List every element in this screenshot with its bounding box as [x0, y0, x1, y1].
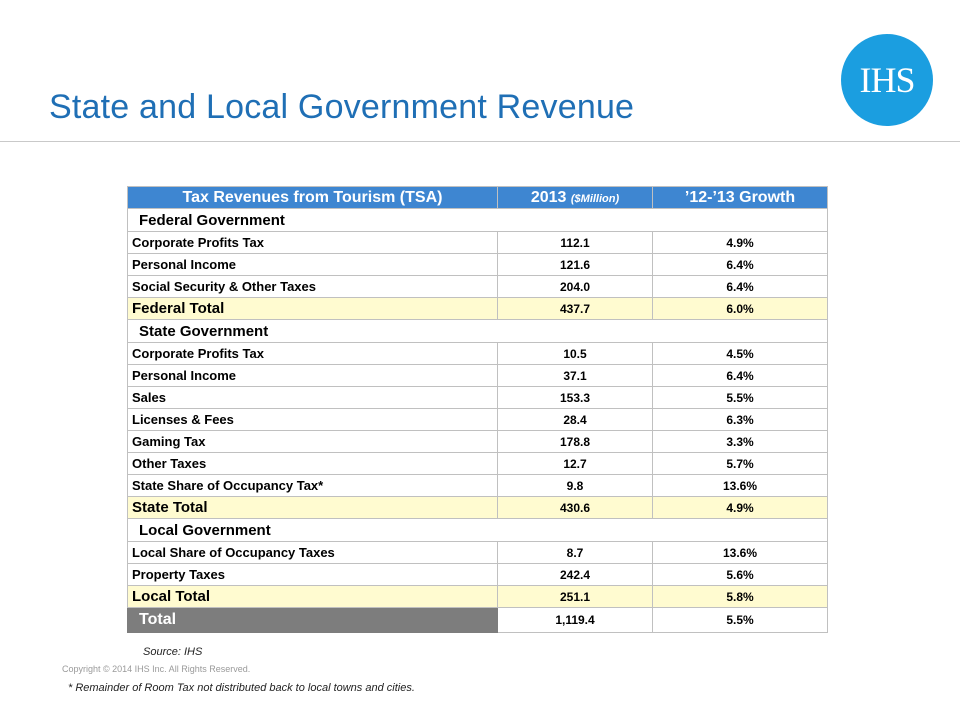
- total-growth: 5.5%: [652, 607, 828, 633]
- row-value: 242.4: [497, 563, 653, 586]
- subtotal-row-local: Local Total 251.1 5.8%: [127, 585, 828, 608]
- table-row: Licenses & Fees 28.4 6.3%: [127, 408, 828, 431]
- subtotal-value: 251.1: [497, 585, 653, 608]
- row-growth: 3.3%: [652, 430, 828, 453]
- row-value: 121.6: [497, 253, 653, 276]
- section-state: State Government: [127, 319, 828, 343]
- total-value: 1,119.4: [497, 607, 653, 633]
- grand-total-row: Total 1,119.4 5.5%: [127, 607, 828, 633]
- row-name: Social Security & Other Taxes: [127, 275, 498, 298]
- row-name: Gaming Tax: [127, 430, 498, 453]
- table-row: Personal Income 37.1 6.4%: [127, 364, 828, 387]
- section-label: Federal Government: [127, 208, 828, 232]
- row-name: State Share of Occupancy Tax*: [127, 474, 498, 497]
- header-growth: ’12-’13 Growth: [652, 186, 828, 209]
- copyright-text: Copyright © 2014 IHS Inc. All Rights Res…: [62, 664, 251, 674]
- row-value: 204.0: [497, 275, 653, 298]
- row-value: 9.8: [497, 474, 653, 497]
- table-row: Property Taxes 242.4 5.6%: [127, 563, 828, 586]
- row-value: 12.7: [497, 452, 653, 475]
- row-value: 28.4: [497, 408, 653, 431]
- row-value: 178.8: [497, 430, 653, 453]
- row-name: Corporate Profits Tax: [127, 342, 498, 365]
- row-growth: 5.7%: [652, 452, 828, 475]
- table-header-row: Tax Revenues from Tourism (TSA) 2013 ($M…: [127, 186, 828, 209]
- subtotal-growth: 6.0%: [652, 297, 828, 320]
- subtotal-value: 437.7: [497, 297, 653, 320]
- table-row: Gaming Tax 178.8 3.3%: [127, 430, 828, 453]
- source-note: Source: IHS: [143, 646, 203, 658]
- row-value: 10.5: [497, 342, 653, 365]
- row-name: Local Share of Occupancy Taxes: [127, 541, 498, 564]
- row-name: Corporate Profits Tax: [127, 231, 498, 254]
- row-growth: 6.3%: [652, 408, 828, 431]
- subtotal-growth: 5.8%: [652, 585, 828, 608]
- section-label: Local Government: [127, 518, 828, 542]
- total-name: Total: [127, 607, 498, 633]
- row-name: Personal Income: [127, 253, 498, 276]
- header-year-unit: ($Million): [570, 192, 620, 205]
- row-growth: 6.4%: [652, 275, 828, 298]
- table-row: Corporate Profits Tax 112.1 4.9%: [127, 231, 828, 254]
- logo-text: IHS: [859, 60, 915, 100]
- subtotal-row-state: State Total 430.6 4.9%: [127, 496, 828, 519]
- subtotal-name: State Total: [127, 496, 498, 519]
- subtotal-name: Federal Total: [127, 297, 498, 320]
- section-local: Local Government: [127, 518, 828, 542]
- subtotal-name: Local Total: [127, 585, 498, 608]
- row-growth: 6.4%: [652, 364, 828, 387]
- row-growth: 5.5%: [652, 386, 828, 409]
- title-divider: [0, 141, 960, 142]
- page-title: State and Local Government Revenue: [49, 88, 635, 126]
- row-growth: 4.5%: [652, 342, 828, 365]
- section-label: State Government: [127, 319, 828, 343]
- row-name: Property Taxes: [127, 563, 498, 586]
- revenue-table: Tax Revenues from Tourism (TSA) 2013 ($M…: [127, 186, 828, 633]
- subtotal-row-federal: Federal Total 437.7 6.0%: [127, 297, 828, 320]
- header-year: 2013 ($Million): [497, 186, 653, 209]
- row-growth: 5.6%: [652, 563, 828, 586]
- table-row: Personal Income 121.6 6.4%: [127, 253, 828, 276]
- ihs-logo: IHS: [841, 34, 933, 126]
- row-name: Licenses & Fees: [127, 408, 498, 431]
- row-value: 8.7: [497, 541, 653, 564]
- table-row: State Share of Occupancy Tax* 9.8 13.6%: [127, 474, 828, 497]
- table-row: Social Security & Other Taxes 204.0 6.4%: [127, 275, 828, 298]
- row-value: 153.3: [497, 386, 653, 409]
- row-growth: 13.6%: [652, 541, 828, 564]
- row-growth: 6.4%: [652, 253, 828, 276]
- section-federal: Federal Government: [127, 208, 828, 232]
- table-row: Local Share of Occupancy Taxes 8.7 13.6%: [127, 541, 828, 564]
- row-name: Personal Income: [127, 364, 498, 387]
- header-year-main: 2013: [530, 188, 567, 206]
- row-name: Sales: [127, 386, 498, 409]
- footnote-text: * Remainder of Room Tax not distributed …: [68, 682, 415, 694]
- row-growth: 13.6%: [652, 474, 828, 497]
- subtotal-growth: 4.9%: [652, 496, 828, 519]
- table-row: Corporate Profits Tax 10.5 4.5%: [127, 342, 828, 365]
- subtotal-value: 430.6: [497, 496, 653, 519]
- row-growth: 4.9%: [652, 231, 828, 254]
- row-value: 112.1: [497, 231, 653, 254]
- row-value: 37.1: [497, 364, 653, 387]
- table-row: Sales 153.3 5.5%: [127, 386, 828, 409]
- header-category: Tax Revenues from Tourism (TSA): [127, 186, 498, 209]
- table-row: Other Taxes 12.7 5.7%: [127, 452, 828, 475]
- row-name: Other Taxes: [127, 452, 498, 475]
